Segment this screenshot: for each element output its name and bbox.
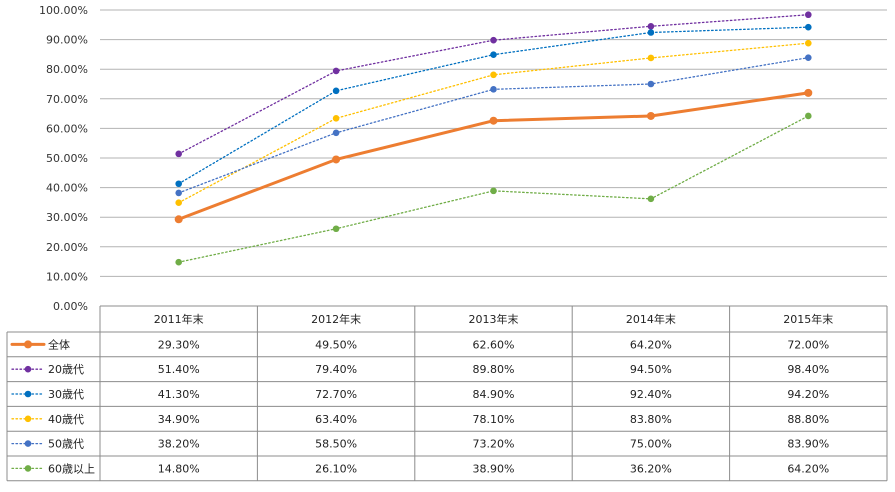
data-point-marker	[175, 150, 182, 158]
legend-key-marker	[24, 465, 32, 472]
y-tick-label: 0.00%	[53, 300, 88, 313]
legend-label: 30歳代	[48, 388, 84, 401]
data-point-marker	[647, 195, 655, 203]
y-tick-label: 100.00%	[39, 4, 88, 17]
y-tick-label: 40.00%	[46, 182, 88, 195]
legend-label: 60歳以上	[48, 462, 95, 475]
table-cell-value: 88.80%	[787, 413, 829, 426]
data-point-marker	[332, 225, 340, 233]
legend-key-marker	[24, 365, 32, 373]
category-label: 2015年末	[783, 312, 833, 326]
y-tick-label: 30.00%	[46, 211, 88, 224]
data-point-marker	[175, 199, 182, 206]
table-cell-value: 83.90%	[787, 438, 829, 451]
data-point-marker	[647, 29, 655, 36]
table-cell-value: 58.50%	[315, 438, 357, 451]
data-point-marker	[490, 71, 497, 79]
table-cell-value: 26.10%	[315, 462, 357, 475]
data-point-marker	[174, 215, 183, 224]
table-cell-value: 14.80%	[158, 462, 200, 475]
legend-key-marker	[24, 415, 32, 423]
data-point-marker	[332, 129, 340, 137]
y-tick-label: 20.00%	[46, 241, 88, 254]
data-point-marker	[647, 22, 655, 30]
series-line	[178, 14, 809, 155]
legend-key-marker	[24, 340, 32, 349]
series-line	[177, 91, 810, 221]
data-point-marker	[332, 87, 340, 95]
table-cell-value: 72.00%	[787, 338, 829, 351]
data-point-marker	[332, 67, 340, 75]
data-point-marker	[647, 80, 655, 88]
table-cell-value: 72.70%	[315, 388, 357, 401]
table-cell-value: 73.20%	[473, 438, 515, 451]
y-tick-label: 60.00%	[46, 122, 88, 135]
legend-label: 40歳代	[48, 413, 84, 426]
table-cell-value: 63.40%	[315, 413, 357, 426]
legend-key-marker	[24, 390, 32, 398]
table-cell-value: 64.20%	[787, 462, 829, 475]
category-label: 2011年末	[154, 312, 204, 326]
y-tick-label: 90.00%	[46, 34, 88, 47]
table-cell-value: 89.80%	[473, 363, 515, 376]
data-point-marker	[804, 88, 813, 97]
data-point-marker	[805, 23, 812, 31]
series-line	[178, 115, 809, 263]
legend-key-marker	[24, 440, 32, 447]
legend-label: 全体	[48, 337, 70, 351]
legend-label: 50歳代	[48, 438, 84, 451]
data-point-marker	[490, 51, 497, 58]
data-point-marker	[490, 36, 497, 44]
table-cell-value: 94.20%	[787, 388, 829, 401]
table-cell-value: 79.40%	[315, 363, 357, 376]
table-cell-value: 75.00%	[630, 438, 672, 451]
category-label: 2014年末	[626, 312, 676, 326]
data-point-marker	[646, 111, 655, 120]
data-point-marker	[175, 258, 182, 266]
data-point-marker	[489, 116, 498, 125]
category-label: 2012年末	[311, 312, 361, 326]
table-cell-value: 38.90%	[473, 462, 515, 475]
table-cell-value: 51.40%	[158, 363, 200, 376]
data-point-marker	[805, 11, 812, 19]
data-point-marker	[332, 115, 340, 122]
data-point-marker	[805, 112, 812, 120]
table-cell-value: 64.20%	[630, 338, 672, 351]
y-tick-label: 10.00%	[46, 270, 88, 283]
table-cell-value: 84.90%	[473, 388, 515, 401]
table-cell-value: 38.20%	[158, 438, 200, 451]
legend-label: 20歳代	[48, 363, 84, 376]
table-cell-value: 92.40%	[630, 388, 672, 401]
data-point-marker	[647, 54, 655, 62]
data-point-marker	[805, 54, 812, 61]
table-cell-value: 83.80%	[630, 413, 672, 426]
data-point-marker	[175, 180, 182, 188]
table-cell-value: 29.30%	[158, 338, 200, 351]
y-axis-tick-labels: 0.00% 10.00% 20.00% 30.00% 40.00% 50.00% 60.00…	[39, 4, 88, 313]
y-tick-label: 80.00%	[46, 63, 88, 76]
series-lines	[174, 11, 813, 266]
data-point-marker	[175, 189, 182, 197]
table-cell-value: 94.50%	[630, 363, 672, 376]
data-point-marker	[805, 39, 812, 47]
table-cell-value: 78.10%	[473, 413, 515, 426]
table-cell-value: 36.20%	[630, 462, 672, 475]
table-cell-value: 41.30%	[158, 388, 200, 401]
category-label: 2013年末	[469, 312, 519, 326]
data-point-marker	[490, 187, 497, 195]
data-point-marker	[490, 86, 497, 93]
data-point-marker	[332, 155, 341, 164]
table-cell-value: 62.60%	[473, 338, 515, 351]
table-cell-value: 49.50%	[315, 338, 357, 351]
table-cell-value: 34.90%	[158, 413, 200, 426]
y-tick-label: 50.00%	[46, 152, 88, 165]
table-cell-value: 98.40%	[787, 363, 829, 376]
y-tick-label: 70.00%	[46, 93, 88, 106]
